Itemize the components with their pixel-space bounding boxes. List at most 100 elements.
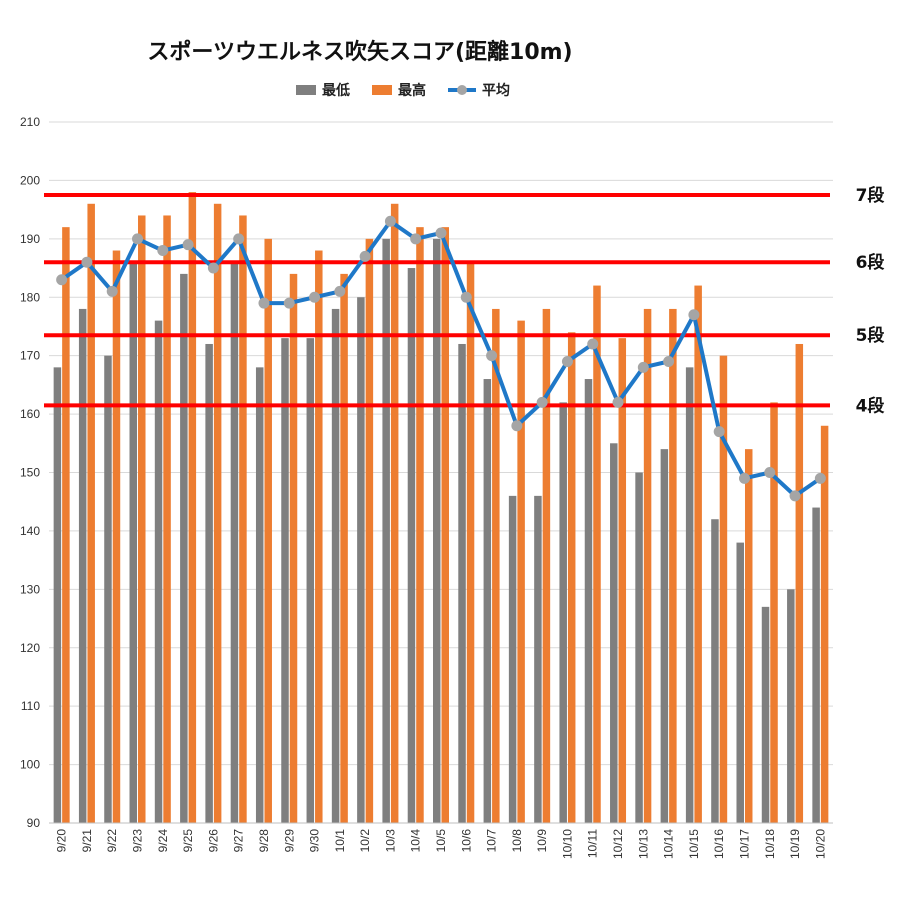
x-tick-label: 9/22 <box>105 829 119 853</box>
bar-min <box>205 343 213 823</box>
average-point <box>132 233 144 245</box>
average-point <box>789 490 801 502</box>
reference-label: 4段 <box>856 395 885 416</box>
bar-min <box>306 338 315 823</box>
bar-max <box>770 402 778 823</box>
average-point <box>612 396 624 408</box>
x-tick-label: 10/11 <box>586 829 600 858</box>
y-tick-label: 100 <box>20 758 40 772</box>
bar-max <box>390 203 399 824</box>
average-point <box>410 233 422 245</box>
bar-min <box>635 472 643 823</box>
x-tick-label: 10/10 <box>560 829 574 859</box>
average-point <box>384 215 396 227</box>
bar-max <box>567 332 576 823</box>
bar-max <box>517 320 525 823</box>
bar-min <box>660 449 669 823</box>
bar-min <box>154 320 163 823</box>
bar-max <box>62 227 70 823</box>
y-tick-label: 190 <box>20 232 40 246</box>
bar-min <box>382 238 390 824</box>
bar-min <box>357 297 365 823</box>
bar-max <box>289 273 298 824</box>
bar-max <box>542 308 551 823</box>
x-tick-label: 10/4 <box>409 829 423 853</box>
reference-label: 7段 <box>856 185 885 206</box>
bar-max <box>315 250 323 823</box>
y-tick-label: 110 <box>21 699 40 713</box>
average-point <box>157 245 169 257</box>
y-tick-label: 160 <box>20 407 40 421</box>
x-tick-label: 10/17 <box>737 829 751 859</box>
bar-max <box>365 238 374 824</box>
bar-min <box>281 338 289 823</box>
legend-swatch-max <box>372 85 392 95</box>
average-point <box>486 350 498 362</box>
x-tick-label: 9/26 <box>206 829 220 853</box>
average-point <box>663 356 675 368</box>
bar-min <box>559 402 567 823</box>
average-point <box>536 396 548 408</box>
average-point <box>561 356 573 368</box>
bar-max <box>593 285 601 824</box>
bar-min <box>711 519 719 823</box>
x-tick-label: 10/19 <box>788 829 802 859</box>
average-point <box>764 467 776 478</box>
bar-min <box>331 308 340 823</box>
average-point <box>182 239 194 251</box>
y-tick-label: 120 <box>20 641 40 655</box>
bar-max <box>744 449 753 823</box>
bar-max <box>669 308 677 823</box>
average-point <box>81 256 93 268</box>
bar-max <box>719 355 728 823</box>
reference-label: 6段 <box>856 252 885 273</box>
average-point <box>435 227 447 239</box>
bar-max <box>163 215 171 823</box>
bar-min <box>104 355 112 823</box>
bar-max <box>492 308 500 823</box>
x-tick-label: 9/23 <box>131 829 145 853</box>
legend-item-avg: 平均 <box>448 80 510 100</box>
average-point <box>637 361 649 373</box>
legend-swatch-min <box>296 85 316 95</box>
chart-title: スポーツウエルネス吹矢スコア(距離10m) <box>147 40 573 65</box>
bar-max <box>795 343 804 823</box>
bar-max <box>112 250 121 823</box>
legend-swatch-avg <box>448 85 476 95</box>
bar-max <box>138 215 146 823</box>
bar-min <box>433 238 441 824</box>
bar-min <box>483 379 492 823</box>
average-point <box>309 291 321 303</box>
y-tick-label: 140 <box>20 524 40 538</box>
average-point <box>738 472 750 484</box>
average-point <box>359 250 371 262</box>
bar-max <box>188 192 197 824</box>
x-tick-label: 10/20 <box>813 829 827 859</box>
average-point <box>106 285 118 297</box>
bar-min <box>180 273 188 824</box>
bar-min <box>508 495 517 823</box>
average-point <box>713 426 725 438</box>
average-point <box>460 291 472 303</box>
x-tick-label: 10/9 <box>535 829 549 853</box>
x-tick-label: 9/25 <box>181 829 195 853</box>
bar-max <box>618 338 627 823</box>
x-tick-label: 9/21 <box>80 829 94 853</box>
bar-max <box>87 203 95 824</box>
x-tick-label: 10/14 <box>662 829 676 859</box>
legend-item-max: 最高 <box>372 80 426 100</box>
y-tick-label: 210 <box>20 115 40 129</box>
bar-min <box>787 589 795 823</box>
bar-min <box>761 606 770 823</box>
bar-max <box>820 425 829 823</box>
x-tick-label: 10/16 <box>712 829 726 859</box>
average-point <box>207 262 219 274</box>
bar-max <box>416 227 424 823</box>
x-tick-label: 9/28 <box>257 829 271 853</box>
legend-label-max: 最高 <box>398 83 426 99</box>
reference-label: 5段 <box>856 325 885 346</box>
x-tick-label: 9/27 <box>232 829 246 853</box>
x-tick-label: 10/2 <box>358 829 372 853</box>
bar-min <box>407 268 416 824</box>
